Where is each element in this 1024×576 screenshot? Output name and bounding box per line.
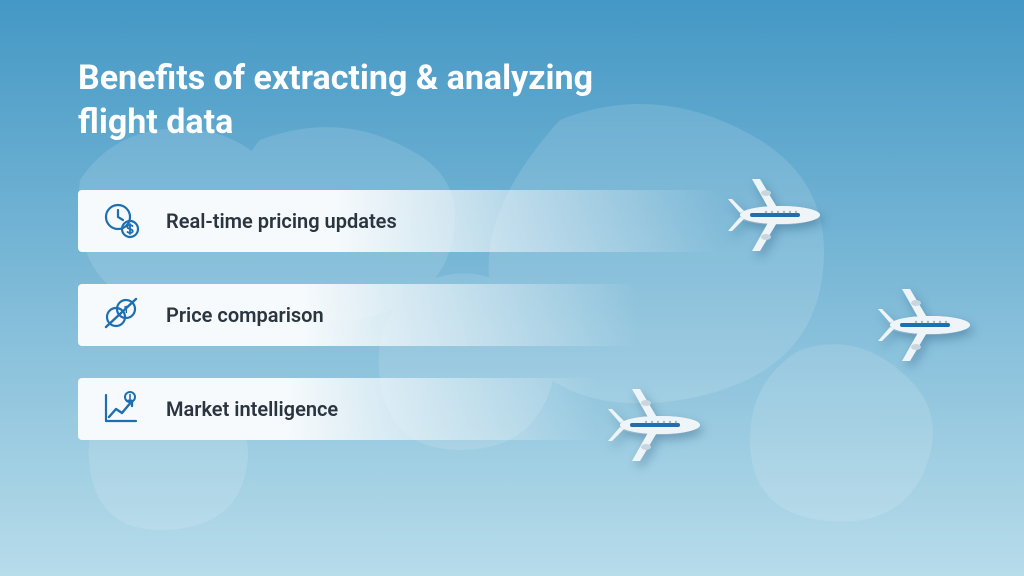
benefit-bar: Real-time pricing updates [78, 190, 718, 252]
airplane-icon [870, 280, 990, 374]
benefit-bar: Market intelligence [78, 378, 598, 440]
coins-slash-icon [96, 291, 144, 339]
clock-dollar-icon [96, 197, 144, 245]
growth-chart-icon [96, 385, 144, 433]
page-title: Benefits of extracting & analyzing fligh… [78, 56, 593, 144]
airplane-icon [720, 170, 840, 264]
infographic-canvas: Benefits of extracting & analyzing fligh… [0, 0, 1024, 576]
benefit-label: Real-time pricing updates [166, 209, 397, 233]
benefit-bar: Price comparison [78, 284, 638, 346]
benefit-label: Price comparison [166, 303, 324, 327]
airplane-icon [600, 380, 720, 474]
benefit-label: Market intelligence [166, 397, 338, 421]
